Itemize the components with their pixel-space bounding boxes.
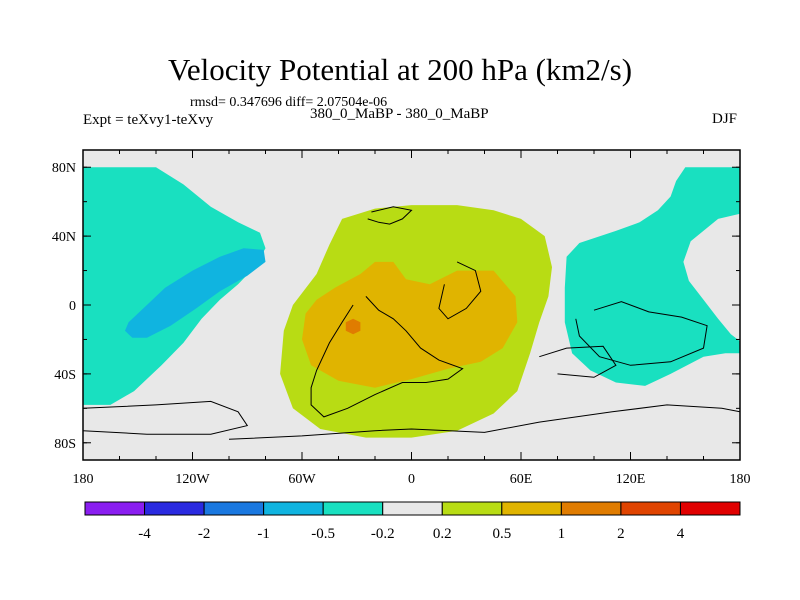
colorbar-label-0: -4 (138, 526, 151, 542)
colorbar-label-5: 0.2 (433, 526, 452, 542)
x-tick-label-4: 60E (510, 472, 533, 487)
colorbar-label-4: -0.2 (371, 526, 395, 542)
indian-ocean-negative-area (564, 167, 740, 386)
colorbar-label-9: 4 (677, 526, 685, 542)
stats-label: rmsd= 0.347696 diff= 2.07504e-06 (190, 95, 388, 110)
chart-title: Velocity Potential at 200 hPa (km2/s) (167, 52, 633, 87)
colorbar-label-3: -0.5 (311, 526, 335, 542)
x-tick-label-0: 180 (73, 472, 94, 487)
colorbar-swatch-8 (560, 501, 622, 516)
contour-regions-group (83, 167, 740, 438)
australia-outline (575, 301, 708, 366)
colorbar-swatch-0 (84, 501, 146, 516)
positive-maximum (345, 318, 361, 335)
colorbar-swatch-5 (382, 501, 443, 516)
colorbar-swatch-7 (501, 501, 562, 516)
colorbar-swatch-4 (322, 501, 384, 516)
x-tick-label-5: 120E (616, 472, 646, 487)
colorbar-label-6: 0.5 (492, 526, 511, 542)
antarctic-margin-outline (83, 400, 249, 435)
colorbar-swatch-6 (441, 501, 503, 516)
experiment-label: Expt = teXvy1-teXvy (83, 112, 214, 128)
x-tick-label-2: 60W (288, 472, 316, 487)
colorbar-swatch-1 (144, 501, 205, 516)
y-tick-label-0: 80N (52, 161, 76, 176)
coastlines-group (83, 206, 740, 440)
y-tick-label-2: 0 (69, 299, 76, 314)
y-tick-label-3: 40S (54, 368, 76, 383)
x-tick-label-3: 0 (408, 472, 415, 487)
comparison-label: 380_0_MaBP - 380_0_MaBP (310, 106, 489, 122)
east-africa-outline (438, 261, 482, 320)
y-tick-label-4: 80S (54, 437, 76, 452)
y-tick-label-1: 40N (52, 230, 76, 245)
north-africa-outline (310, 296, 464, 418)
axis-ticks-group: 180 120W 60W 0 60E 120E 180 80N 40N 0 40S 80S (52, 150, 751, 487)
colorbar-label-2: -1 (257, 526, 270, 542)
colorbar-swatch-9 (620, 501, 681, 516)
x-tick-label-6: 180 (730, 472, 751, 487)
indian-ocean-hole (683, 213, 740, 342)
southern-coast-outline (228, 404, 740, 440)
positive-core (302, 261, 518, 388)
colorbar-label-8: 2 (617, 526, 625, 542)
season-label: DJF (712, 111, 738, 127)
north-america-outline (367, 206, 413, 225)
colorbar-label-1: -2 (198, 526, 211, 542)
colorbar: -4 -2 -1 -0.5 -0.2 0.2 0.5 1 2 4 (84, 501, 741, 542)
colorbar-swatch-3 (263, 501, 324, 516)
x-tick-label-1: 120W (175, 472, 210, 487)
colorbar-swatch-2 (203, 501, 265, 516)
south-america-outline (539, 345, 617, 378)
colorbar-label-7: 1 (558, 526, 566, 542)
pacific-negative-core (125, 248, 266, 338)
colorbar-swatch-10 (679, 501, 741, 516)
